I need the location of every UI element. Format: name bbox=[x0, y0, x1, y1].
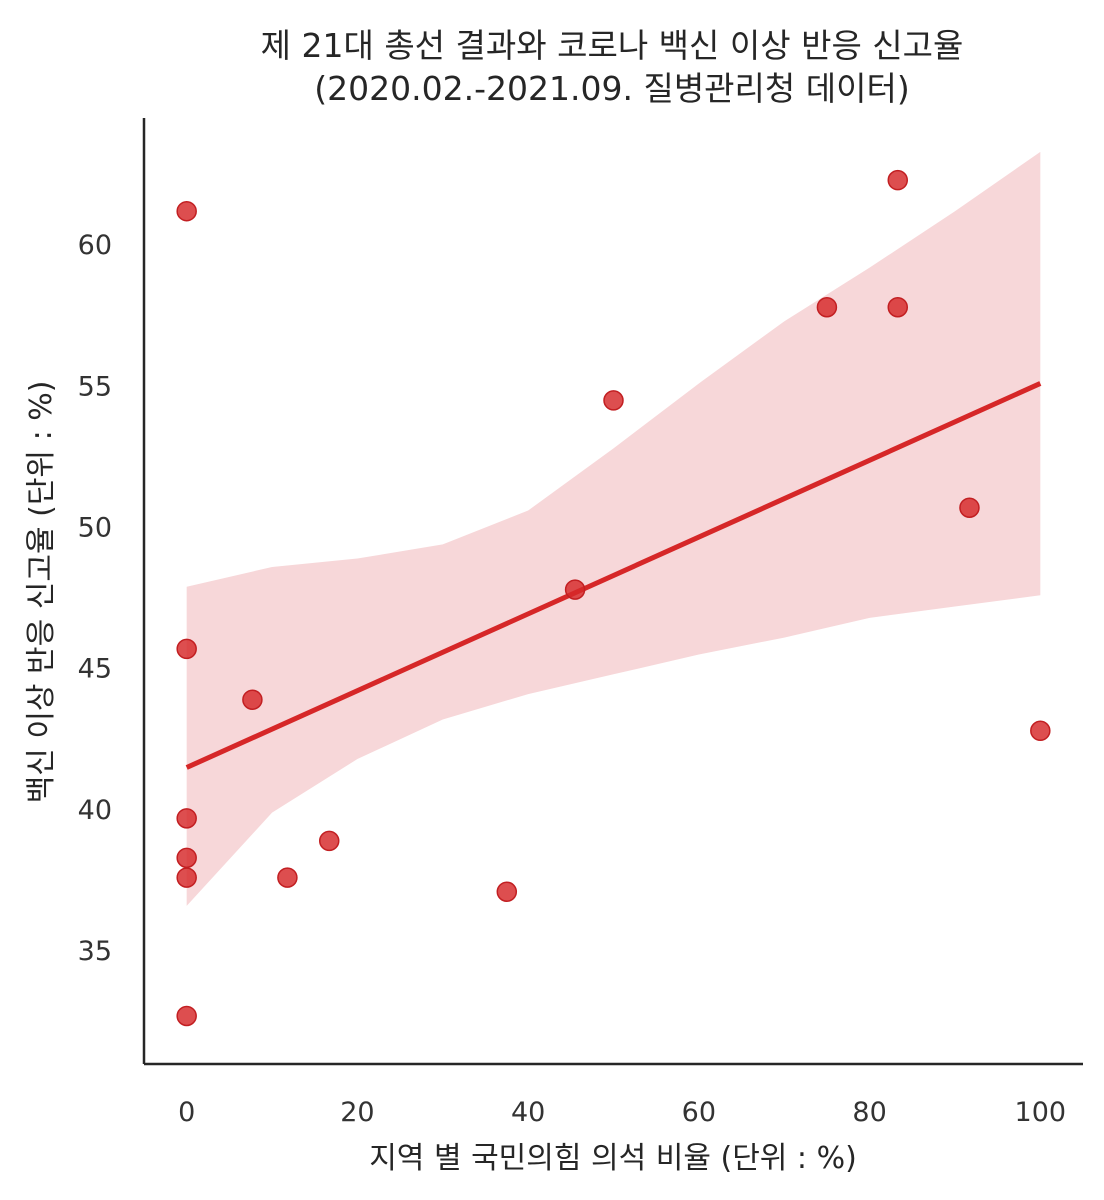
x-tick-label-20: 20 bbox=[340, 1097, 374, 1128]
x-axis-ticks: 0 20 40 60 80 100 bbox=[178, 1097, 1066, 1128]
data-point-15 bbox=[887, 296, 909, 318]
data-point-13 bbox=[816, 296, 838, 318]
y-tick-label-35: 35 bbox=[78, 936, 112, 967]
data-point-8 bbox=[277, 867, 298, 888]
data-point-9 bbox=[318, 830, 340, 852]
data-point-10 bbox=[496, 881, 518, 902]
data-point-5 bbox=[176, 867, 197, 888]
x-tick-label-80: 80 bbox=[852, 1097, 886, 1128]
data-point-14 bbox=[887, 169, 909, 191]
y-tick-label-60: 60 bbox=[78, 230, 112, 261]
y-tick-label-40: 40 bbox=[78, 795, 112, 826]
regression-line bbox=[185, 381, 1042, 770]
y-tick-label-55: 55 bbox=[78, 371, 112, 402]
x-tick-label-0: 0 bbox=[178, 1097, 195, 1128]
data-point-17 bbox=[1030, 720, 1051, 742]
data-point-16 bbox=[959, 497, 980, 518]
x-tick-label-100: 100 bbox=[1015, 1097, 1067, 1128]
y-tick-label-45: 45 bbox=[78, 654, 112, 685]
data-point-1 bbox=[176, 200, 197, 222]
data-point-12 bbox=[603, 390, 624, 411]
data-point-6 bbox=[176, 1005, 197, 1027]
confidence-band bbox=[186, 151, 1041, 906]
data-point-7 bbox=[242, 689, 263, 710]
chart-title: 제 21대 총선 결과와 코로나 백신 이상 반응 신고율 (2020.02.-… bbox=[261, 26, 964, 108]
data-point-3 bbox=[176, 808, 197, 829]
x-axis-label: 지역 별 국민의힘 의석 비율 (단위 : %) bbox=[369, 1141, 857, 1176]
data-points bbox=[176, 169, 1051, 1027]
x-tick-label-40: 40 bbox=[511, 1097, 545, 1128]
chart-title-line-1: 제 21대 총선 결과와 코로나 백신 이상 반응 신고율 bbox=[261, 26, 964, 65]
y-tick-label-50: 50 bbox=[78, 512, 112, 543]
x-tick-label-60: 60 bbox=[682, 1097, 716, 1128]
y-axis-ticks: 35 40 45 50 55 60 bbox=[78, 230, 112, 967]
data-point-4 bbox=[176, 847, 197, 869]
data-point-2 bbox=[176, 638, 197, 660]
chart-title-line-2: (2020.02.-2021.09. 질병관리청 데이터) bbox=[314, 69, 909, 108]
y-axis-label: 백신 이상 반응 신고율 (단위 : %) bbox=[24, 381, 59, 804]
data-point-11 bbox=[564, 579, 586, 600]
